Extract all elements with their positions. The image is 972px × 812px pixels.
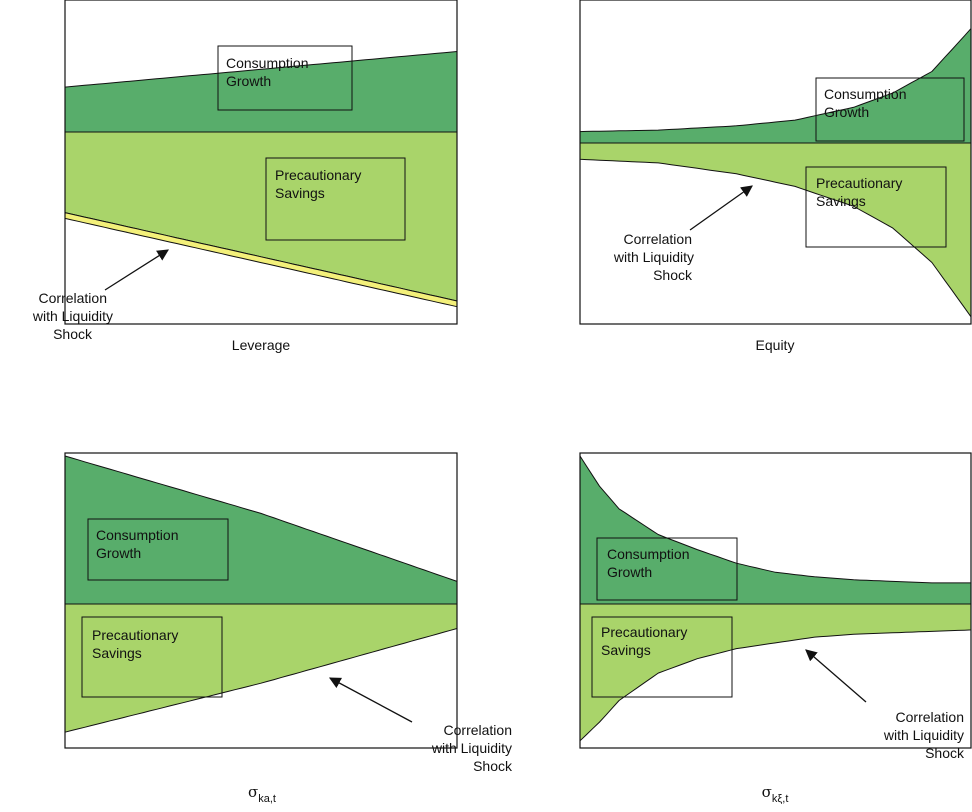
panel-leverage-bands: [64, 51, 458, 308]
panel-sigma-kxi-x-symbol: σ: [762, 783, 772, 801]
panel-leverage-correlation-label-3: Shock: [53, 326, 93, 342]
panel-equity-precautionary-label-1: Precautionary: [816, 175, 902, 191]
panel-equity-correlation-label-2: with Liquidity: [613, 249, 694, 265]
panel-leverage-band-precautionary-savings: [64, 131, 458, 302]
panel-sigma-ka-precautionary-box: [81, 616, 223, 698]
panel-equity-correlation-arrow: [689, 185, 753, 231]
panel-equity-correlation-label-1: Correlation: [624, 231, 692, 247]
panel-equity-correlation-label-3: Shock: [653, 267, 693, 283]
panel-equity-consumption-label-1: Consumption: [824, 86, 907, 102]
panel-equity-x-label: Equity: [756, 337, 795, 353]
panel-equity-bands: [579, 28, 972, 318]
panel-sigma-ka-bands: [64, 455, 458, 733]
panel-sigma-kxi-correlation-arrow: [805, 649, 867, 703]
panel-sigma-kxi-band-consumption-growth: [579, 455, 972, 605]
panel-sigma-ka-consumption-label-2: Growth: [96, 545, 141, 561]
panel-sigma-ka-consumption-box: [87, 518, 229, 581]
panel-equity-frame: [579, 0, 972, 325]
panel-equity-precautionary-label-2: Savings: [816, 193, 866, 209]
panel-leverage-consumption-label-2: Growth: [226, 73, 271, 89]
panel-sigma-ka-x-subscript: ka,t: [258, 793, 276, 805]
panel-sigma-ka-correlation-arrow: [328, 677, 413, 723]
panel-sigma-ka-x-symbol: σ: [248, 783, 258, 801]
panel-equity-band-consumption-growth: [579, 28, 972, 144]
panel-sigma-ka-correlation-label-3: Shock: [473, 758, 513, 774]
panel-sigma-kxi-x-subscript: kξ,t: [772, 793, 789, 805]
panel-leverage-correlation-label-1: Correlation: [39, 290, 107, 306]
panel-leverage-precautionary-box: [265, 157, 406, 241]
panel-equity: Consumption Growth Precautionary Savings…: [579, 0, 972, 353]
panel-leverage-precautionary-label-1: Precautionary: [275, 167, 361, 183]
panel-sigma-ka-correlation-label-1: Correlation: [444, 722, 512, 738]
panel-sigma-ka-x-label: σka,t: [248, 783, 276, 805]
panel-leverage-correlation-arrow: [104, 249, 169, 291]
panel-equity-band-precautionary-savings: [579, 142, 972, 318]
panel-leverage-correlation-label-2: with Liquidity: [32, 308, 113, 324]
panel-leverage-x-label: Leverage: [232, 337, 291, 353]
panel-sigma-ka-precautionary-label-2: Savings: [92, 645, 142, 661]
panel-sigma-kxi-precautionary-label-1: Precautionary: [601, 624, 687, 640]
panel-sigma-kxi-x-label: σkξ,t: [762, 783, 789, 805]
panel-sigma-kxi-correlation-label-2: with Liquidity: [883, 727, 964, 743]
panel-leverage-consumption-label-1: Consumption: [226, 55, 309, 71]
panel-equity-consumption-label-2: Growth: [824, 104, 869, 120]
panel-leverage-frame: [64, 0, 458, 325]
panel-sigma-kxi-precautionary-box: [591, 616, 733, 698]
panel-leverage-precautionary-label-2: Savings: [275, 185, 325, 201]
panel-sigma-ka-band-precautionary-savings: [64, 603, 458, 733]
panel-equity-consumption-box: [815, 77, 965, 142]
panel-sigma-kxi-consumption-label-2: Growth: [607, 564, 652, 580]
panel-sigma-ka-consumption-label-1: Consumption: [96, 527, 179, 543]
panel-leverage-consumption-box: [217, 45, 353, 111]
panel-sigma-ka-correlation-label-2: with Liquidity: [431, 740, 512, 756]
panel-sigma-ka: Consumption Growth Precautionary Savings…: [64, 452, 513, 805]
panel-sigma-ka-precautionary-label-1: Precautionary: [92, 627, 178, 643]
panel-sigma-kxi-precautionary-label-2: Savings: [601, 642, 651, 658]
panel-sigma-kxi-correlation-label-3: Shock: [925, 745, 965, 761]
panel-sigma-kxi-correlation-label-1: Correlation: [896, 709, 964, 725]
panel-equity-precautionary-box: [805, 166, 947, 248]
panel-sigma-kxi-consumption-box: [596, 537, 738, 601]
panel-sigma-kxi-consumption-label-1: Consumption: [607, 546, 690, 562]
panel-sigma-kxi-frame: [579, 452, 972, 749]
panel-leverage: Consumption Growth Precautionary Savings…: [32, 0, 458, 353]
panel-sigma-kxi: Consumption Growth Precautionary Savings…: [579, 452, 972, 805]
panel-sigma-ka-frame: [64, 452, 458, 749]
panel-sigma-kxi-bands: [579, 455, 972, 742]
